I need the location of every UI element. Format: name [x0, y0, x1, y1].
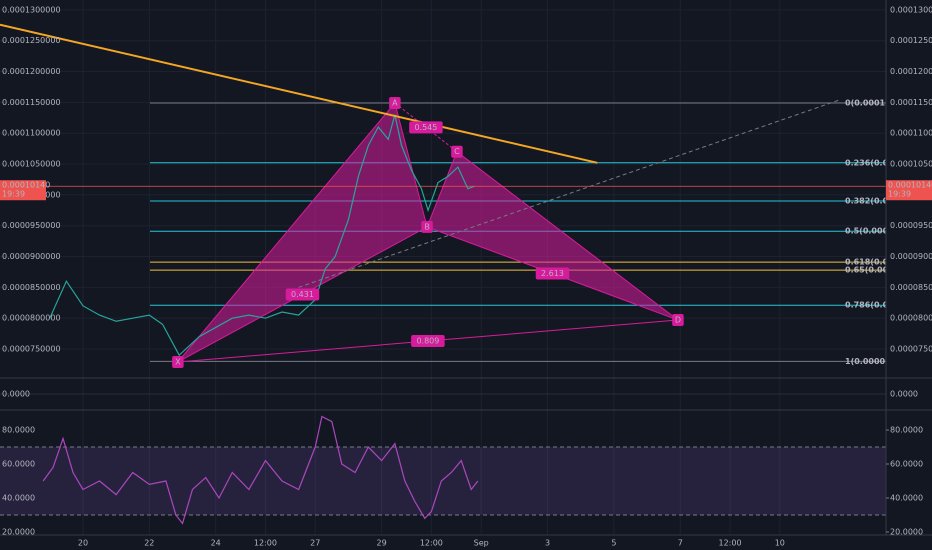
rsi-band — [0, 447, 886, 515]
y-tick-label-left: 0.0001150000 — [2, 98, 61, 107]
y-tick-label-left: 0.0001250000 — [2, 36, 61, 45]
ratio-label-box — [535, 267, 570, 280]
y-tick-label: 0.0000800000 — [890, 314, 932, 323]
ratio-label: 0.431 — [291, 290, 314, 299]
fib-label: 0.786(0.000 — [845, 301, 900, 310]
ratio-label: 2.613 — [541, 269, 564, 278]
y-tick-label: 0.0001200000 — [890, 67, 932, 76]
last-price-time-right: 19:39 — [888, 190, 911, 199]
time-tick-label: 12:00 — [719, 539, 742, 548]
fib-label: 1(0.000072 — [845, 357, 896, 366]
time-tick-label: 24 — [211, 539, 221, 548]
rsi-tick-label-left: 80.0000 — [2, 426, 35, 435]
rsi-tick-label-left: 20.0000 — [2, 527, 35, 536]
y-tick-label-left: 0.0001200000 — [2, 67, 61, 76]
ratio-label-box — [409, 121, 443, 134]
y-tick-label-left: 0.0000800000 — [2, 314, 61, 323]
point-label: C — [454, 147, 460, 156]
y-tick-label: 0.0001300000 — [890, 5, 932, 14]
y-tick-label: 0.0000750000 — [890, 345, 932, 354]
rsi-tick-label: 40.0000 — [890, 493, 923, 502]
point-label-box — [451, 145, 463, 158]
point-label-box — [389, 96, 401, 109]
y-tick-label: 0.0001100000 — [890, 129, 932, 138]
osc-tick-label-left: 0.0000 — [2, 390, 30, 399]
y-tick-label: 0.0000900000 — [890, 252, 932, 261]
y-tick-label-left: 0.0001100000 — [2, 129, 61, 138]
y-tick-label: 0.0001050000 — [890, 160, 932, 169]
projection-line — [298, 99, 840, 288]
fib-label: 0.5(0.00009 — [845, 227, 900, 236]
time-tick-label: 5 — [611, 539, 616, 548]
rsi-tick-label-left: 60.0000 — [2, 460, 35, 469]
time-tick-label: 7 — [678, 539, 683, 548]
y-tick-label-left: 0.0000950000 — [2, 221, 61, 230]
ratio-label: 0.809 — [416, 337, 439, 346]
fib-label: 0.65(0.0000 — [845, 266, 900, 275]
last-price-box-left — [0, 180, 46, 201]
time-tick-label: 12:00 — [420, 539, 443, 548]
y-tick-label: 0.0000850000 — [890, 283, 932, 292]
time-tick-label: 29 — [377, 539, 387, 548]
y-tick-label-left: 0.0000900000 — [2, 252, 61, 261]
point-label-box — [672, 314, 684, 327]
ratio-label-box — [285, 288, 320, 301]
point-label: B — [424, 222, 430, 231]
point-label: X — [175, 357, 181, 366]
fib-label: 0(0.00011 — [845, 98, 891, 107]
time-tick-label: 3 — [545, 539, 550, 548]
y-tick-label: 0.0000950000 — [890, 221, 932, 230]
rsi-tick-label: 60.0000 — [890, 460, 923, 469]
time-tick-label: 27 — [310, 539, 320, 548]
trendline — [0, 23, 598, 164]
y-tick-label: 0.0001250000 — [890, 36, 932, 45]
point-label-box — [421, 220, 433, 233]
fib-label: 0.382(0.000 — [845, 197, 900, 206]
last-price-label-right: 0.00010140 — [888, 181, 932, 190]
point-label: D — [675, 316, 681, 325]
time-tick-label: 22 — [144, 539, 154, 548]
time-tick-label: 10 — [775, 539, 785, 548]
ratio-label: 0.545 — [414, 123, 437, 132]
point-label: A — [392, 98, 398, 107]
y-tick-label-left: 0.0001050000 — [2, 160, 61, 169]
last-price-box-right — [886, 180, 932, 201]
price-line — [49, 114, 475, 357]
pattern-ac — [394, 102, 458, 153]
rsi-line — [42, 415, 479, 525]
time-tick-label: 12:00 — [254, 539, 277, 548]
y-tick-label-left: 0.0000850000 — [2, 283, 61, 292]
point-label-box — [172, 355, 184, 368]
rsi-tick-label: 80.0000 — [890, 426, 923, 435]
time-tick-label: Sep — [474, 539, 489, 548]
ratio-label-box — [411, 335, 445, 348]
y-tick-label-left: 0.0001300000 — [2, 5, 61, 14]
y-tick-label-left: 0.0000750000 — [2, 345, 61, 354]
rsi-tick-label: 20.0000 — [890, 527, 923, 536]
last-price-time-left: 19:39 — [2, 190, 25, 199]
plot-area: 0(0.00011 0.236(0.000 0.382(0.000 0.5(0.000… — [0, 0, 900, 535]
last-price-label-left: 0.00010140 — [2, 181, 50, 190]
osc-tick-label: 0.0000 — [890, 390, 918, 399]
fib-label: 0.236(0.000 — [845, 158, 900, 167]
time-tick-label: 20 — [78, 539, 88, 548]
rsi-tick-label-left: 40.0000 — [2, 493, 35, 502]
fib-label: 0.618(0.000 — [845, 258, 900, 267]
y-tick-label: 0.0001150000 — [890, 98, 932, 107]
